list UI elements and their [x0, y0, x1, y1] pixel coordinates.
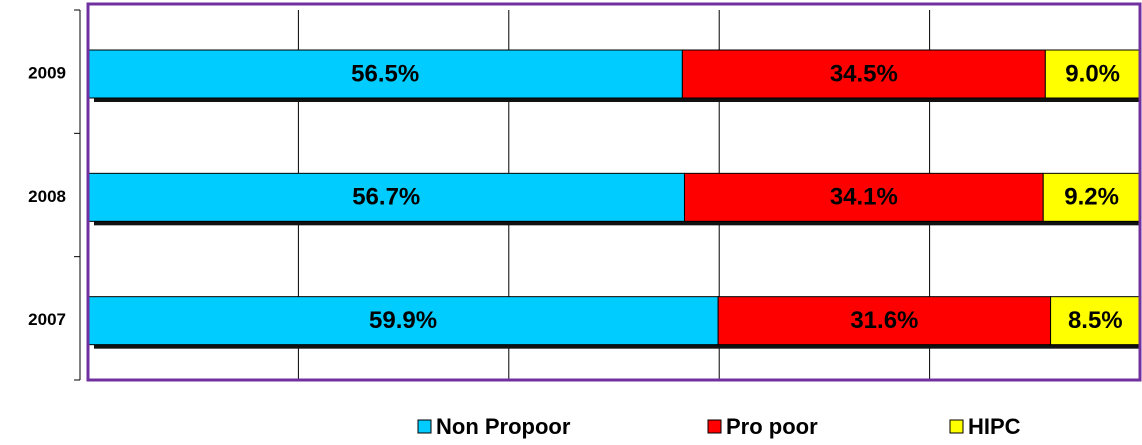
bar-shadow — [94, 344, 1140, 349]
bar-segment — [1042, 172, 1141, 222]
legend-label: Pro poor — [726, 414, 818, 439]
bar-segment — [683, 172, 1044, 222]
legend-swatch — [417, 419, 432, 434]
legend-swatch — [707, 419, 722, 434]
bar-shadow — [94, 221, 1140, 226]
data-label: 9.2% — [1064, 184, 1119, 211]
y-tick-label: 2008 — [28, 187, 66, 206]
plot-border — [86, 2, 1142, 382]
legend-label: Non Propoor — [436, 414, 571, 439]
data-label: 34.5% — [830, 60, 898, 87]
y-tick-label: 2007 — [28, 310, 66, 329]
y-tick-label: 2009 — [28, 63, 66, 82]
data-label: 59.9% — [369, 307, 437, 334]
legend-label: HIPC — [968, 414, 1021, 439]
legend-swatch — [949, 419, 964, 434]
data-label: 9.0% — [1065, 60, 1120, 87]
bar-segment — [681, 49, 1046, 99]
data-label: 56.7% — [352, 184, 420, 211]
data-label: 56.5% — [351, 60, 419, 87]
data-label: 8.5% — [1068, 307, 1123, 334]
data-label: 34.1% — [830, 184, 898, 211]
bar-segment — [1050, 296, 1141, 346]
data-label: 31.6% — [850, 307, 918, 334]
bar-segment — [87, 49, 683, 99]
bar-shadow — [94, 98, 1140, 102]
bar-segment — [87, 296, 719, 346]
bar-segment — [87, 172, 685, 222]
